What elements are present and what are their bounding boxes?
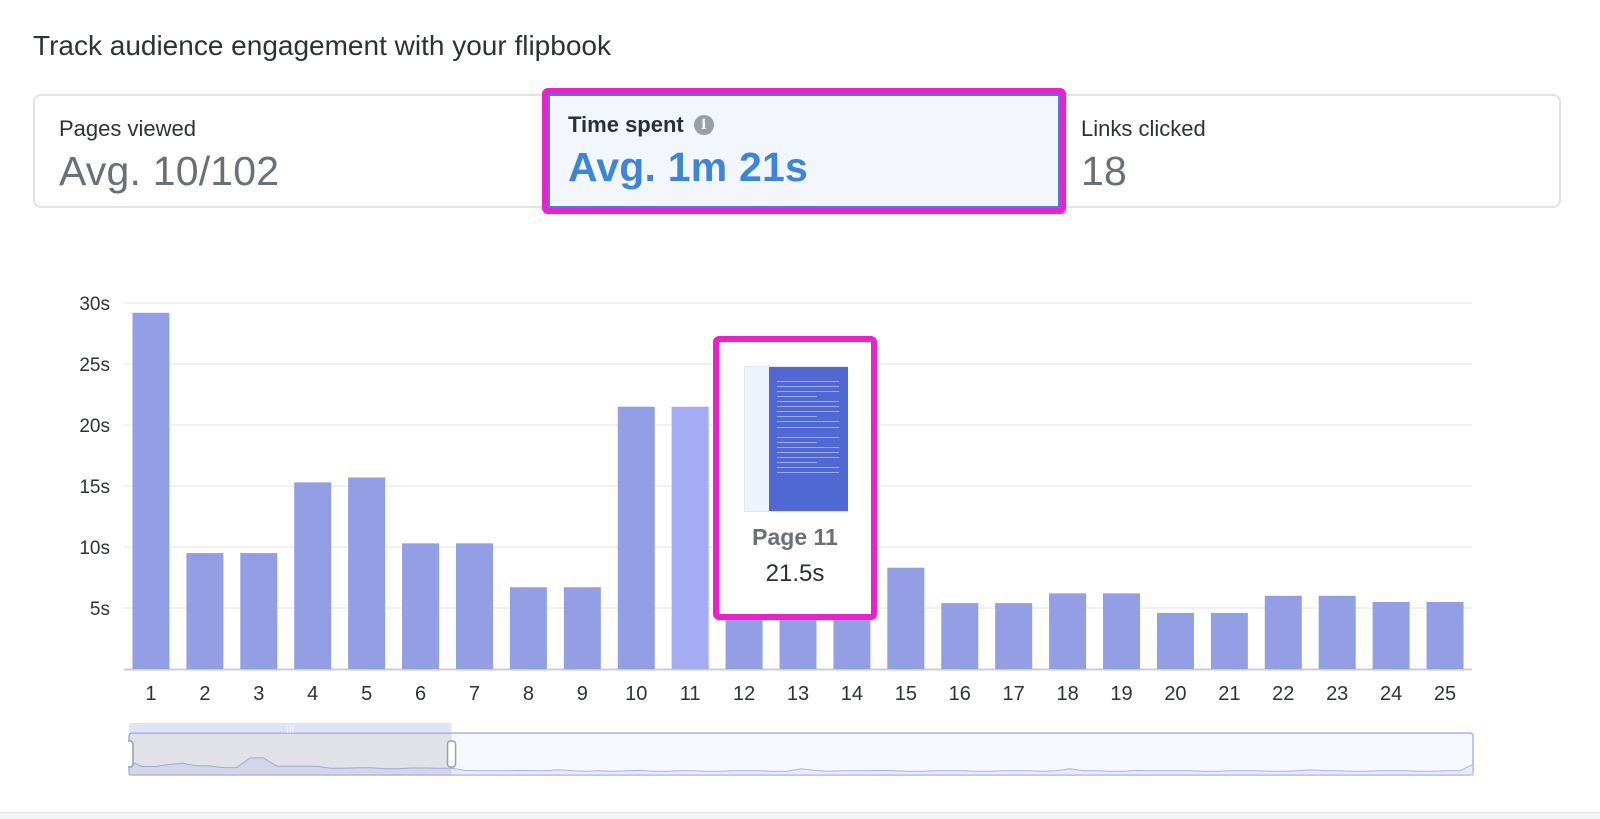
x-tick-label: 16 (949, 683, 971, 705)
x-tick-label: 22 (1272, 683, 1294, 705)
x-tick-label: 2 (199, 683, 210, 705)
x-tick-label: 13 (787, 683, 809, 705)
x-tick-label: 20 (1164, 683, 1186, 705)
stat-time-spent[interactable]: Time spent i Avg. 1m 21s (542, 88, 1066, 214)
x-tick-label: 17 (1003, 683, 1025, 705)
x-tick-label: 4 (307, 683, 318, 705)
x-tick-label: 6 (415, 683, 426, 705)
y-tick-label: 5s (90, 599, 110, 620)
bar-page-24 (1372, 601, 1410, 669)
overview-sparkline (128, 757, 1474, 776)
bar-page-25 (1426, 601, 1464, 669)
stat-value: Avg. 10/102 (59, 148, 280, 194)
bar-page-3 (240, 553, 278, 669)
x-tick-label: 3 (253, 683, 264, 705)
bar-page-20 (1156, 612, 1194, 669)
bar-page-6 (402, 543, 440, 669)
tooltip-value: 21.5s (765, 560, 825, 587)
y-tick-label: 25s (79, 355, 110, 376)
stat-value: 18 (1081, 148, 1128, 194)
bar-page-7 (455, 543, 493, 669)
bar-page-16 (941, 603, 979, 669)
x-tick-label: 1 (145, 683, 156, 705)
stat-links-clicked[interactable]: Links clicked 18 (1057, 96, 1557, 206)
bar-page-17 (995, 603, 1033, 669)
overview-drag-bar[interactable] (129, 723, 452, 732)
bar-page-23 (1318, 595, 1356, 669)
bar-page-8 (509, 587, 547, 669)
range-start-handle[interactable] (128, 740, 134, 768)
page-title: Track audience engagement with your flip… (33, 30, 611, 61)
y-tick-label: 30s (79, 294, 110, 315)
x-tick-label: 15 (895, 683, 917, 705)
page-thumbnail (744, 366, 848, 512)
x-tick-label: 7 (469, 683, 480, 705)
x-tick-label: 21 (1218, 683, 1240, 705)
x-tick-label: 9 (577, 683, 588, 705)
stat-label: Links clicked (1081, 116, 1206, 141)
stats-card: Pages viewed Avg. 10/102 Time spent i Av… (33, 88, 1561, 214)
x-tick-label: 14 (841, 683, 863, 705)
x-tick-label: 25 (1434, 683, 1456, 705)
tooltip-page-label: Page 11 (752, 524, 838, 550)
x-tick-label: 11 (680, 683, 701, 705)
x-tick-label: 10 (625, 683, 647, 705)
y-tick-label: 20s (79, 416, 110, 437)
drag-grip-icon: ||| (286, 724, 294, 733)
bar-page-1 (132, 312, 170, 669)
x-tick-label: 18 (1056, 683, 1078, 705)
x-tick-label: 24 (1380, 683, 1402, 705)
x-tick-label: 12 (733, 683, 755, 705)
bar-page-18 (1049, 593, 1087, 669)
bar-page-15 (887, 567, 925, 669)
bar-page-5 (348, 477, 386, 669)
x-tick-label: 19 (1110, 683, 1132, 705)
bar-page-10 (617, 406, 655, 669)
x-tick-label: 5 (361, 683, 372, 705)
chart-tooltip: Page 11 21.5s (713, 336, 877, 620)
overview-selection[interactable] (129, 733, 452, 775)
y-tick-label: 15s (79, 477, 110, 498)
range-overview-slider[interactable]: ||| (128, 723, 1476, 779)
bar-page-2 (186, 553, 224, 669)
bar-page-19 (1103, 593, 1141, 669)
range-end-handle[interactable] (446, 740, 457, 768)
bar-page-9 (563, 587, 601, 669)
stat-label: Pages viewed (59, 116, 196, 141)
x-tick-label: 23 (1326, 683, 1348, 705)
bar-page-21 (1210, 612, 1248, 669)
x-tick-label: 8 (523, 683, 534, 705)
bar-page-22 (1264, 595, 1302, 669)
y-tick-label: 10s (79, 538, 110, 559)
bar-page-11 (671, 406, 709, 669)
bar-page-4 (294, 482, 332, 669)
stat-pages-viewed[interactable]: Pages viewed Avg. 10/102 (35, 96, 547, 206)
